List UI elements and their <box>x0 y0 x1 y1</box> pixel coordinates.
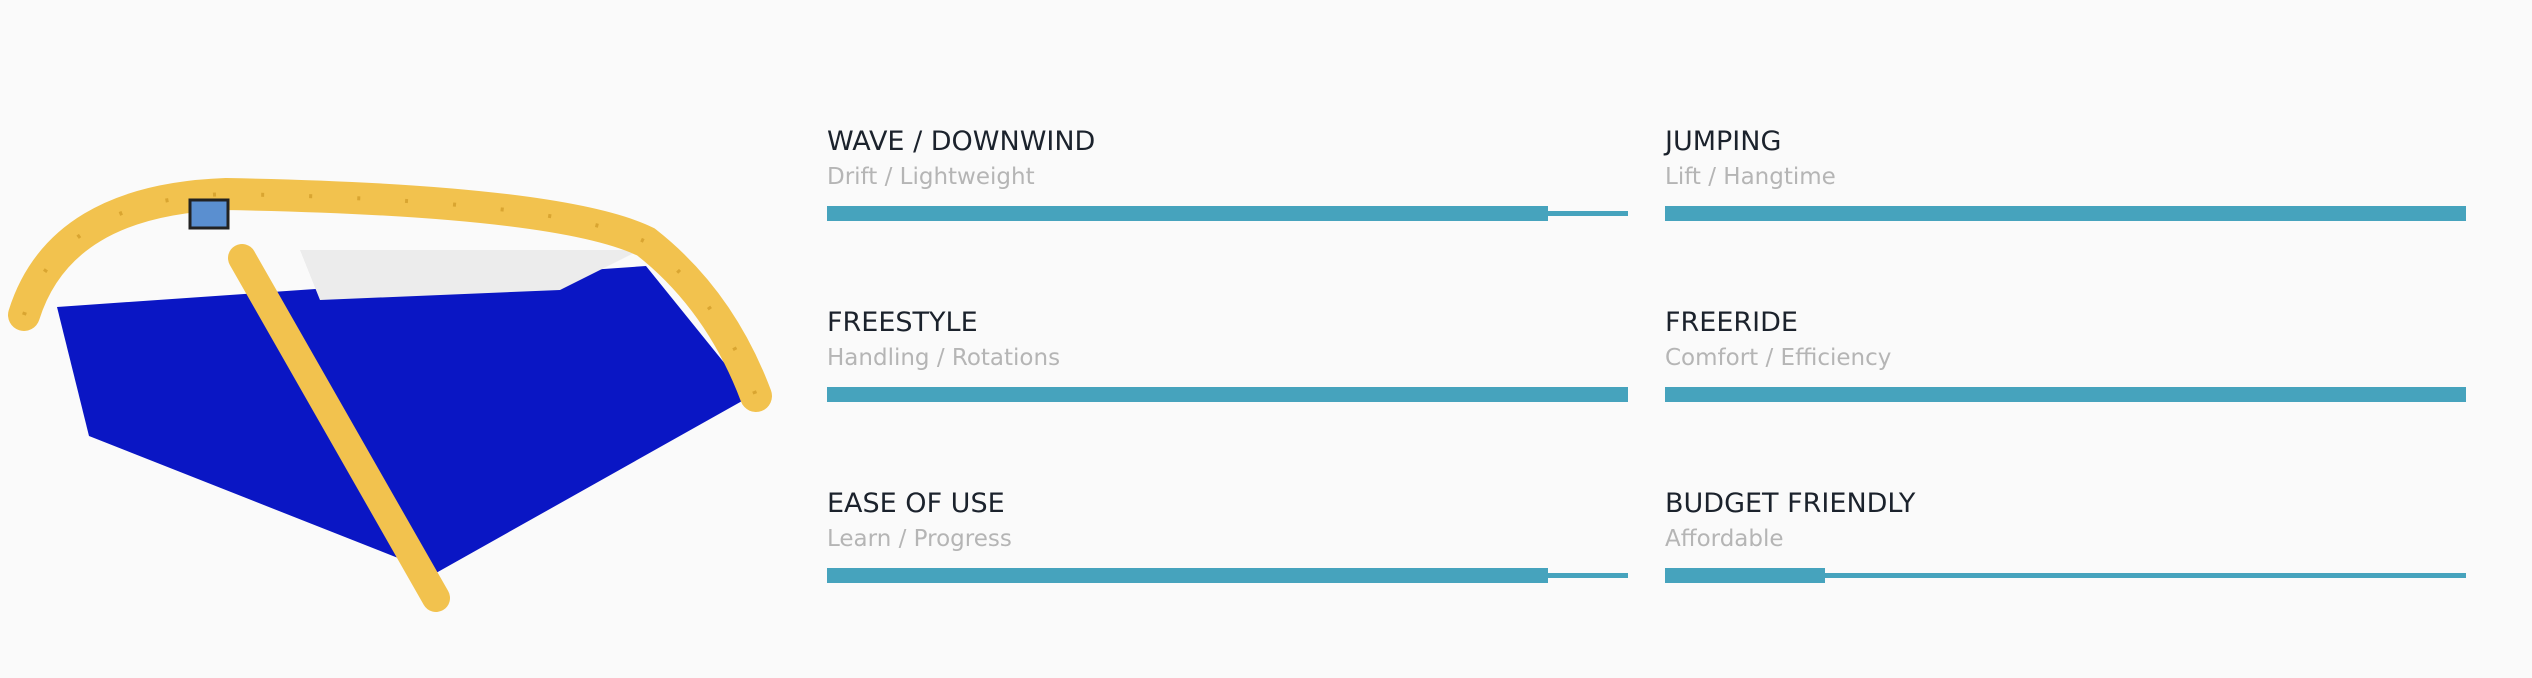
rating-subtitle: Handling / Rotations <box>827 345 1061 371</box>
window <box>300 250 640 300</box>
rating-subtitle: Affordable <box>1665 526 1784 552</box>
rating-item: WAVE / DOWNWIND Drift / Lightweight <box>827 126 1628 236</box>
rating-track <box>1665 573 2466 578</box>
rating-subtitle: Learn / Progress <box>827 526 1012 552</box>
wing-image <box>8 177 772 612</box>
strut <box>228 244 450 612</box>
rating-bar <box>827 206 1548 221</box>
rating-item: FREESTYLE Handling / Rotations <box>827 307 1628 417</box>
rating-item: FREERIDE Comfort / Efficiency <box>1665 307 2466 417</box>
leading-edge <box>8 177 772 412</box>
rating-item: EASE OF USE Learn / Progress <box>827 488 1628 598</box>
rating-item: BUDGET FRIENDLY Affordable <box>1665 488 2466 598</box>
rating-bar <box>1665 206 2466 221</box>
canopy <box>57 266 751 573</box>
rating-bar <box>1665 568 1826 583</box>
rating-item: JUMPING Lift / Hangtime <box>1665 126 2466 236</box>
valve <box>188 198 230 230</box>
rating-bar <box>1665 387 2466 402</box>
rating-subtitle: Lift / Hangtime <box>1665 164 1836 190</box>
rating-title: FREESTYLE <box>827 307 978 338</box>
rating-title: JUMPING <box>1665 126 1782 157</box>
rating-title: FREERIDE <box>1665 307 1798 338</box>
rating-title: BUDGET FRIENDLY <box>1665 488 1916 519</box>
rating-title: EASE OF USE <box>827 488 1005 519</box>
rating-subtitle: Drift / Lightweight <box>827 164 1035 190</box>
rating-title: WAVE / DOWNWIND <box>827 126 1096 157</box>
rating-bar <box>827 568 1548 583</box>
rating-bar <box>827 387 1628 402</box>
rating-subtitle: Comfort / Efficiency <box>1665 345 1892 371</box>
